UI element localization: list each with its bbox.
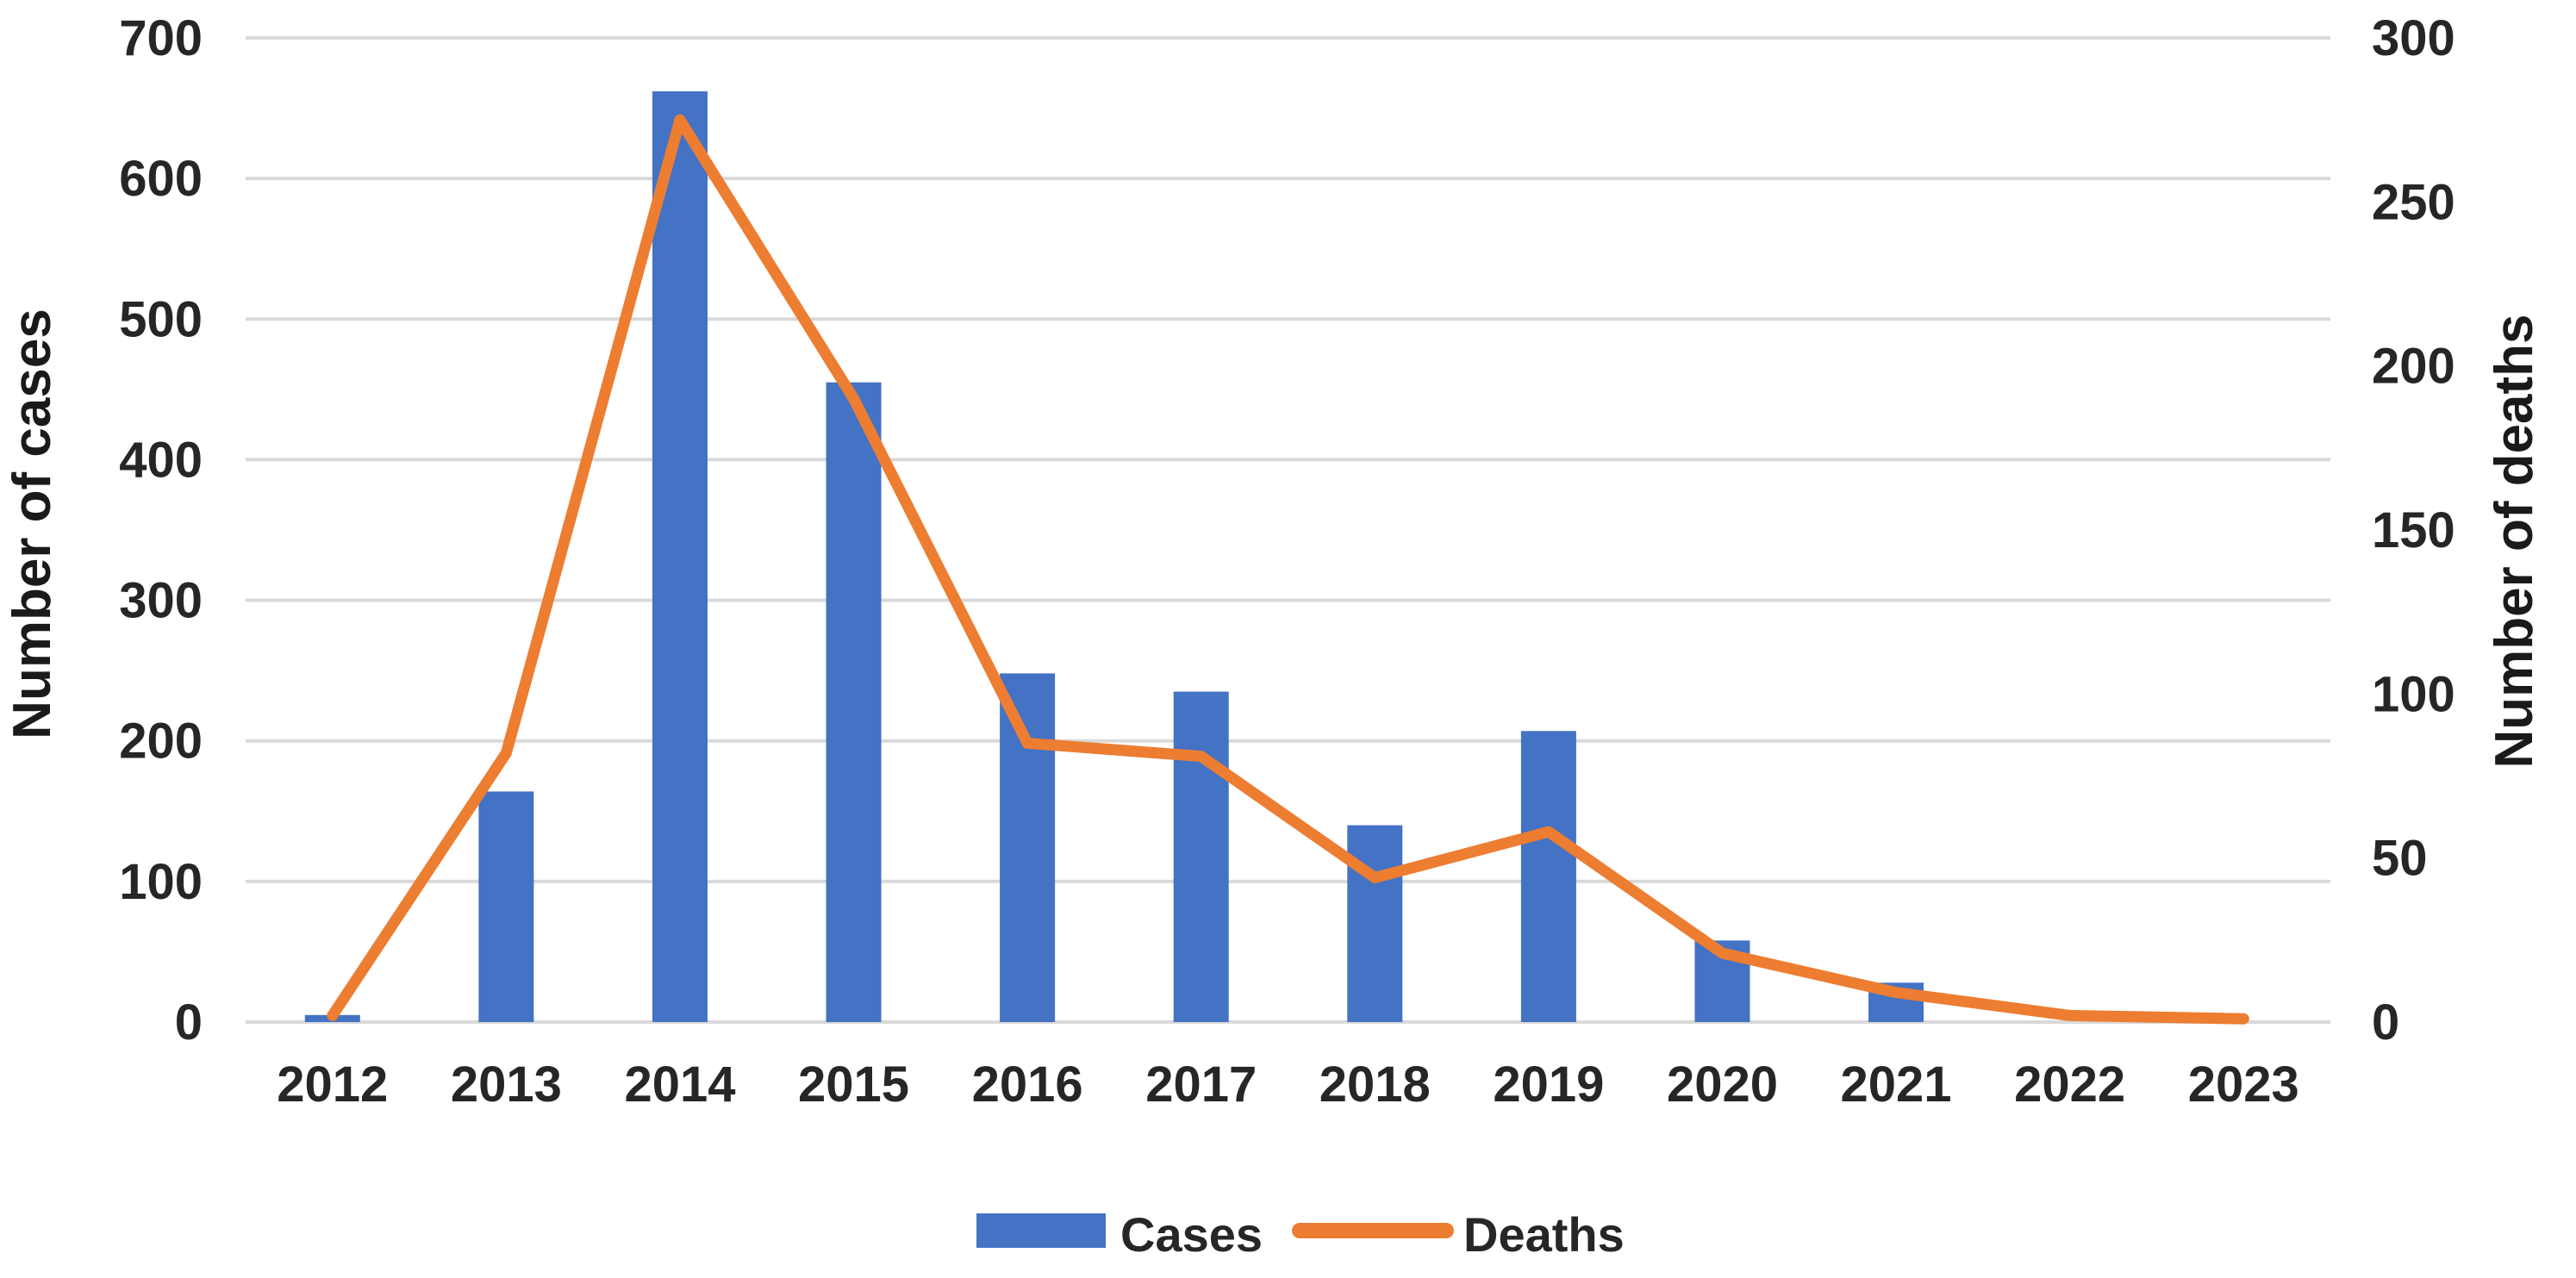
year-label: 2022: [2014, 1057, 2125, 1113]
right-axis-tick: 250: [2372, 174, 2455, 230]
legend-cases-label: Cases: [1120, 1207, 1263, 1262]
right-axis-tick: 0: [2372, 994, 2399, 1050]
left-axis-tick: 100: [119, 854, 203, 910]
cases-bar: [1347, 825, 1403, 1022]
year-label: 2014: [624, 1057, 735, 1113]
right-axis-title: Number of deaths: [2485, 314, 2544, 768]
year-label: 2013: [451, 1057, 562, 1113]
legend-deaths-label: Deaths: [1463, 1207, 1625, 1262]
year-label: 2015: [798, 1057, 909, 1113]
deaths-line: [327, 114, 2249, 1025]
left-axis-title: Number of cases: [3, 309, 62, 739]
cases-bars: [304, 90, 1924, 1023]
year-label: 2018: [1319, 1057, 1431, 1113]
cases-bar: [826, 382, 882, 1022]
left-axis-tick: 200: [119, 714, 203, 770]
right-axis-tick: 50: [2372, 831, 2428, 887]
cases-bar: [1000, 673, 1056, 1022]
right-axis-tick: 100: [2372, 666, 2455, 722]
cases-bar: [1520, 731, 1576, 1022]
left-axis-tick-labels: 0 100 200 300 400 500 600 700: [119, 10, 203, 1050]
left-axis-tick: 500: [119, 291, 203, 347]
year-label: 2012: [277, 1057, 388, 1113]
gridlines: [246, 36, 2330, 1024]
legend: Cases Deaths: [976, 1207, 1625, 1262]
year-label: 2020: [1667, 1057, 1778, 1113]
year-label: 2017: [1145, 1057, 1257, 1113]
right-axis-tick: 200: [2372, 339, 2455, 395]
right-axis-tick: 150: [2372, 502, 2455, 558]
year-label: 2016: [972, 1057, 1083, 1113]
left-axis-tick: 600: [119, 151, 203, 207]
left-axis-tick: 300: [119, 573, 203, 629]
cases-bar: [478, 791, 534, 1022]
left-axis-tick: 700: [119, 10, 203, 66]
cases-bar: [652, 90, 708, 1023]
year-label: 2023: [2188, 1057, 2299, 1113]
x-axis-year-labels: 2012 2013 2014 2015 2016 2017 2018 2019 2020 2021…: [277, 1057, 2298, 1113]
year-label: 2021: [1841, 1057, 1952, 1113]
left-axis-tick: 0: [175, 994, 203, 1050]
left-axis-tick: 400: [119, 432, 203, 488]
legend-cases-swatch: [976, 1213, 1106, 1248]
year-label: 2019: [1493, 1057, 1604, 1113]
right-axis-tick-labels: 0 50 100 150 200 250 300: [2372, 10, 2455, 1050]
right-axis-tick: 300: [2372, 10, 2455, 66]
cases-bar: [1173, 691, 1229, 1022]
